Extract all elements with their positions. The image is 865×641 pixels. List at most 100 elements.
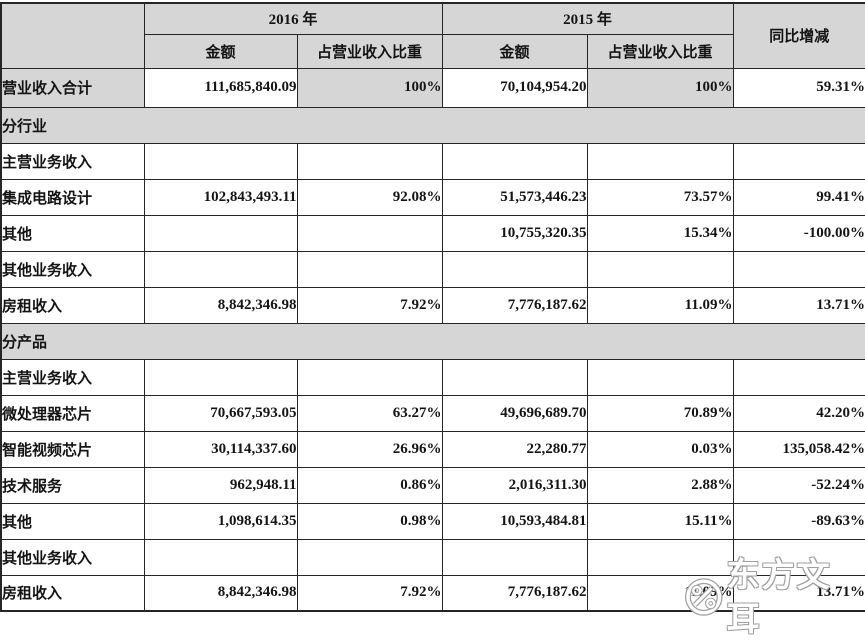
amount-2016-cell (143, 214, 298, 252)
row-label-cell: 营业收入合计 (0, 67, 145, 108)
header-row-years: 2016 年 2015 年 同比增减 (0, 2, 865, 69)
subheader-row-other-business-2: 其他业务收入 (0, 538, 865, 576)
row-label-cell: 其他 (0, 214, 145, 252)
row-label-cell: 房租收入 (0, 286, 145, 324)
share-2015-cell: 11.09% (586, 574, 734, 612)
amount-2016-cell: 70,667,593.05 (143, 394, 298, 432)
header-row-metrics: 金额 占营业收入比重 金额 占营业收入比重 (1, 33, 865, 69)
amount-2016-cell (143, 142, 298, 180)
amount-2016-header: 金额 (143, 33, 298, 69)
section-label-cell: 分产品 (0, 322, 865, 360)
amount-2015-cell (441, 250, 588, 288)
share-2015-header: 占营业收入比重 (586, 33, 734, 69)
table-row-technical-services: 技术服务 962,948.11 0.86% 2,016,311.30 2.88%… (0, 466, 865, 504)
amount-2016-cell (143, 358, 298, 396)
share-2015-cell: 100% (586, 67, 734, 108)
table-row-other-product: 其他 1,098,614.35 0.98% 10,593,484.81 15.1… (0, 502, 865, 540)
amount-2015-cell: 22,280.77 (441, 430, 588, 468)
row-label-cell: 其他业务收入 (0, 538, 145, 576)
amount-2015-cell: 51,573,446.23 (441, 178, 588, 216)
share-2016-cell: 7.92% (296, 574, 443, 612)
amount-2015-cell: 2,016,311.30 (441, 466, 588, 504)
share-2015-cell: 15.11% (586, 502, 734, 540)
amount-2016-cell: 8,842,346.98 (143, 574, 298, 612)
share-2016-cell: 63.27% (296, 394, 443, 432)
share-2015-cell: 11.09% (586, 286, 734, 324)
share-2016-cell (296, 358, 443, 396)
share-2016-cell: 7.92% (296, 286, 443, 324)
share-2015-cell: 70.89% (586, 394, 734, 432)
yoy-cell: 13.71% (732, 574, 865, 612)
table-row-smart-video-chips: 智能视频芯片 30,114,337.60 26.96% 22,280.77 0.… (0, 430, 865, 468)
share-2016-cell: 100% (296, 67, 443, 108)
amount-2015-cell (441, 142, 588, 180)
share-2015-cell: 15.34% (586, 214, 734, 252)
yoy-cell (732, 250, 865, 288)
share-2016-header: 占营业收入比重 (296, 33, 443, 69)
yoy-cell: 99.41% (732, 178, 865, 216)
share-2016-cell (296, 250, 443, 288)
amount-2015-cell: 7,776,187.62 (441, 574, 588, 612)
share-2015-cell (586, 358, 734, 396)
yoy-cell (732, 538, 865, 576)
yoy-cell: 13.71% (732, 286, 865, 324)
amount-2016-cell: 111,685,840.09 (143, 67, 298, 108)
yoy-cell: 59.31% (732, 67, 865, 108)
row-label-cell: 集成电路设计 (0, 178, 145, 216)
corner-cell (0, 2, 145, 69)
row-label-cell: 智能视频芯片 (0, 430, 145, 468)
share-2015-cell (586, 538, 734, 576)
yoy-cell: -100.00% (732, 214, 865, 252)
share-2016-cell: 92.08% (296, 178, 443, 216)
amount-2015-cell (441, 538, 588, 576)
amount-2015-header: 金额 (441, 33, 588, 69)
share-2015-cell: 73.57% (586, 178, 734, 216)
table-row-ic-design: 集成电路设计 102,843,493.11 92.08% 51,573,446.… (0, 178, 865, 216)
amount-2015-cell: 10,593,484.81 (441, 502, 588, 540)
share-2016-cell (296, 538, 443, 576)
yoy-cell (732, 142, 865, 180)
amount-2015-cell: 49,696,689.70 (441, 394, 588, 432)
year-2015-header: 2015 年 (441, 2, 734, 35)
subheader-row-other-business: 其他业务收入 (0, 250, 865, 288)
amount-2015-cell: 7,776,187.62 (441, 286, 588, 324)
row-label-cell: 主营业务收入 (0, 358, 145, 396)
amount-2015-cell: 70,104,954.20 (441, 67, 588, 108)
row-label-cell: 技术服务 (0, 466, 145, 504)
yoy-cell: -52.24% (732, 466, 865, 504)
share-2015-cell: 0.03% (586, 430, 734, 468)
amount-2016-cell: 30,114,337.60 (143, 430, 298, 468)
row-label-cell: 主营业务收入 (0, 142, 145, 180)
amount-2016-cell (143, 250, 298, 288)
yoy-cell: 42.20% (732, 394, 865, 432)
year-2016-header: 2016 年 (143, 2, 443, 35)
amount-2016-cell: 8,842,346.98 (143, 286, 298, 324)
amount-2016-cell: 962,948.11 (143, 466, 298, 504)
amount-2016-cell (143, 538, 298, 576)
amount-2015-cell (441, 358, 588, 396)
row-label-cell: 房租收入 (0, 574, 145, 612)
section-row-by-product: 分产品 (0, 322, 865, 360)
table-row-microprocessor-chips: 微处理器芯片 70,667,593.05 63.27% 49,696,689.7… (0, 394, 865, 432)
section-label-cell: 分行业 (0, 106, 865, 144)
amount-2016-cell: 1,098,614.35 (143, 502, 298, 540)
section-row-by-industry: 分行业 (0, 106, 865, 144)
row-label-cell: 其他 (0, 502, 145, 540)
share-2016-cell (296, 142, 443, 180)
share-2016-cell (296, 214, 443, 252)
yoy-header: 同比增减 (732, 2, 865, 69)
subheader-row-main-business: 主营业务收入 (0, 142, 865, 180)
share-2015-cell: 2.88% (586, 466, 734, 504)
row-label-cell: 其他业务收入 (0, 250, 145, 288)
share-2015-cell (586, 250, 734, 288)
amount-2015-cell: 10,755,320.35 (441, 214, 588, 252)
table-row-other-industry: 其他 10,755,320.35 15.34% -100.00% (0, 214, 865, 252)
yoy-cell: -89.63% (732, 502, 865, 540)
subheader-row-main-business-2: 主营业务收入 (0, 358, 865, 396)
table-row-total-revenue: 营业收入合计 111,685,840.09 100% 70,104,954.20… (0, 67, 865, 108)
amount-2016-cell: 102,843,493.11 (143, 178, 298, 216)
share-2016-cell: 0.86% (296, 466, 443, 504)
share-2016-cell: 26.96% (296, 430, 443, 468)
share-2015-cell (586, 142, 734, 180)
